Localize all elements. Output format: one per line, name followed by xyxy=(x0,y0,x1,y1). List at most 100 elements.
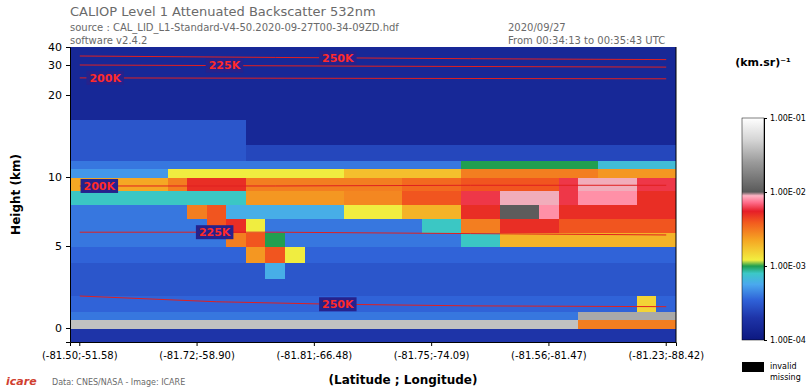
cell xyxy=(383,262,403,279)
y-axis-line xyxy=(66,48,71,343)
cell xyxy=(70,312,90,321)
cell xyxy=(422,47,442,66)
y-tick-mark xyxy=(66,65,70,66)
cell xyxy=(441,320,461,329)
cell xyxy=(461,169,481,178)
cell xyxy=(246,295,266,312)
cell xyxy=(520,246,540,263)
cell xyxy=(617,95,637,120)
x-tick-label: (-81.75;-74.09) xyxy=(394,350,470,361)
cell xyxy=(559,328,579,342)
cell xyxy=(598,279,618,296)
cell xyxy=(402,279,422,296)
cell xyxy=(402,47,422,66)
cell xyxy=(129,262,149,279)
cell xyxy=(500,262,520,279)
contour-label-bg xyxy=(319,51,357,65)
cell xyxy=(305,161,325,170)
cell xyxy=(637,218,657,232)
contour-label: 225K xyxy=(206,59,244,73)
contour-label: 225K xyxy=(196,225,234,239)
cell xyxy=(578,120,598,145)
cell xyxy=(520,191,540,205)
cell xyxy=(246,320,266,329)
cell xyxy=(422,262,442,279)
cell xyxy=(656,279,676,296)
cell xyxy=(559,295,579,312)
cell xyxy=(187,120,207,145)
cell xyxy=(324,80,344,96)
cell xyxy=(481,161,501,170)
cell xyxy=(578,47,598,66)
cell xyxy=(90,205,110,219)
cell xyxy=(285,120,305,145)
cell xyxy=(168,161,188,170)
cell xyxy=(344,191,364,205)
cell xyxy=(246,232,266,246)
cell xyxy=(578,177,598,191)
cell xyxy=(344,80,364,96)
cell xyxy=(383,295,403,312)
cell xyxy=(461,191,481,205)
contour-label-text: 250K xyxy=(322,298,354,311)
cell xyxy=(70,95,90,120)
cell xyxy=(520,161,540,170)
cell xyxy=(305,95,325,120)
cell xyxy=(520,144,540,161)
y-axis-title: Height (km) xyxy=(9,154,23,235)
contour-label: 200K xyxy=(81,179,119,193)
cell xyxy=(441,177,461,191)
cell xyxy=(226,279,246,296)
cell xyxy=(226,312,246,321)
cell xyxy=(148,80,168,96)
cell xyxy=(500,246,520,263)
cell xyxy=(305,80,325,96)
cell xyxy=(559,161,579,170)
cell xyxy=(285,191,305,205)
cell xyxy=(441,246,461,263)
cell xyxy=(500,279,520,296)
cell xyxy=(520,262,540,279)
y-tick-mark xyxy=(66,47,70,48)
cell xyxy=(481,262,501,279)
cell xyxy=(187,279,207,296)
cell xyxy=(363,312,383,321)
cell xyxy=(187,144,207,161)
cell xyxy=(324,279,344,296)
chart-container: 250K225K200K200K225K250K0510203040(-81.5… xyxy=(0,0,811,392)
cell xyxy=(481,246,501,263)
cell xyxy=(520,95,540,120)
colorbar-title: (km.sr)⁻¹ xyxy=(735,56,791,69)
cell xyxy=(617,80,637,96)
colorbar-tick-mark xyxy=(764,340,767,341)
cell xyxy=(539,47,559,66)
cell xyxy=(539,120,559,145)
cell xyxy=(305,120,325,145)
contour-line xyxy=(80,296,666,307)
cell xyxy=(168,328,188,342)
cell xyxy=(539,312,559,321)
cell xyxy=(265,246,285,263)
cell xyxy=(285,312,305,321)
cell xyxy=(422,191,442,205)
colorbar-axis-line xyxy=(765,119,768,341)
cell xyxy=(461,218,481,232)
y-tick-mark xyxy=(66,177,70,178)
cell xyxy=(285,262,305,279)
cell xyxy=(598,161,618,170)
cell xyxy=(226,205,246,219)
cell xyxy=(324,232,344,246)
x-tick-label: (-81.81;-66.48) xyxy=(277,350,353,361)
cell xyxy=(559,279,579,296)
cell xyxy=(617,169,637,178)
cell xyxy=(422,161,442,170)
cell xyxy=(187,47,207,66)
cell xyxy=(285,205,305,219)
cell xyxy=(637,161,657,170)
cell xyxy=(285,279,305,296)
cell xyxy=(481,232,501,246)
cell xyxy=(656,328,676,342)
cell xyxy=(520,120,540,145)
cell xyxy=(598,320,618,329)
cell xyxy=(402,218,422,232)
